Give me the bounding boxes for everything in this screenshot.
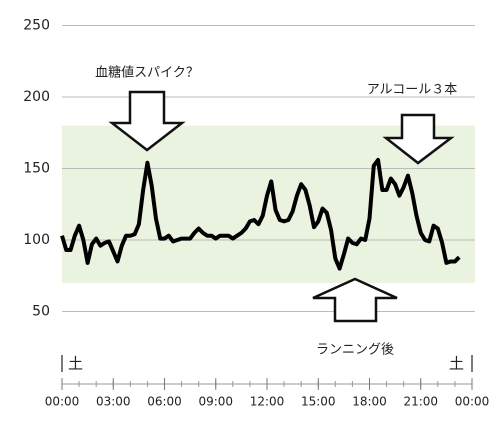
x-tick-label: 00:00 — [455, 395, 490, 409]
arrow-down — [382, 113, 455, 165]
arrow-up — [312, 277, 398, 323]
x-tick-label: 06:00 — [147, 395, 182, 409]
y-tick-label: 50 — [32, 304, 50, 320]
arrow-down — [108, 90, 186, 152]
line — [60, 157, 461, 271]
x-tick-label: 03:00 — [96, 395, 131, 409]
y-tick-label: 200 — [23, 89, 50, 105]
annotation: ランニング後 — [316, 343, 394, 358]
day-label: 土 — [449, 355, 464, 373]
x-tick-label: 21:00 — [403, 395, 438, 409]
y-tick-label: 100 — [23, 232, 50, 248]
x-tick-label: 12:00 — [250, 395, 285, 409]
annotation: アルコール３本 — [367, 83, 458, 98]
x-tick-label: 09:00 — [198, 395, 233, 409]
x-tick-label: 15:00 — [301, 395, 336, 409]
x-tick-label: 18:00 — [352, 395, 387, 409]
annotation: 血糖値スパイク？ — [95, 65, 199, 81]
x-tick-label: 00:00 — [45, 395, 80, 409]
day-label: 土 — [68, 355, 83, 373]
y-tick-label: 250 — [23, 18, 50, 34]
y-tick-label: 150 — [23, 161, 50, 177]
